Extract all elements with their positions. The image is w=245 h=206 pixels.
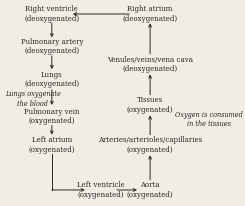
- Text: Lungs
(deoxygenated): Lungs (deoxygenated): [24, 71, 79, 88]
- Text: Oxygen is consumed
in the tissues: Oxygen is consumed in the tissues: [175, 111, 243, 128]
- Text: Right ventricle
(deoxygenated): Right ventricle (deoxygenated): [24, 5, 79, 23]
- Text: Arteries/arterioles/capillaries
(oxygenated): Arteries/arterioles/capillaries (oxygena…: [98, 136, 202, 153]
- Text: Left ventricle
(oxygenated): Left ventricle (oxygenated): [77, 181, 125, 199]
- Text: Pulmonary artery
(deoxygenated): Pulmonary artery (deoxygenated): [21, 38, 83, 55]
- Text: Aorta
(oxygenated): Aorta (oxygenated): [127, 181, 173, 199]
- Text: Right atrium
(deoxygenated): Right atrium (deoxygenated): [122, 5, 178, 23]
- Text: Lungs oxygenate
the blood: Lungs oxygenate the blood: [5, 90, 61, 108]
- Text: Pulmonary vein
(oxygenated): Pulmonary vein (oxygenated): [24, 108, 80, 125]
- Text: Venules/veins/vena cava
(deoxygenated): Venules/veins/vena cava (deoxygenated): [107, 56, 193, 73]
- Text: Left atrium
(oxygenated): Left atrium (oxygenated): [29, 136, 75, 153]
- Text: Tissues
(oxygenated): Tissues (oxygenated): [127, 96, 173, 114]
